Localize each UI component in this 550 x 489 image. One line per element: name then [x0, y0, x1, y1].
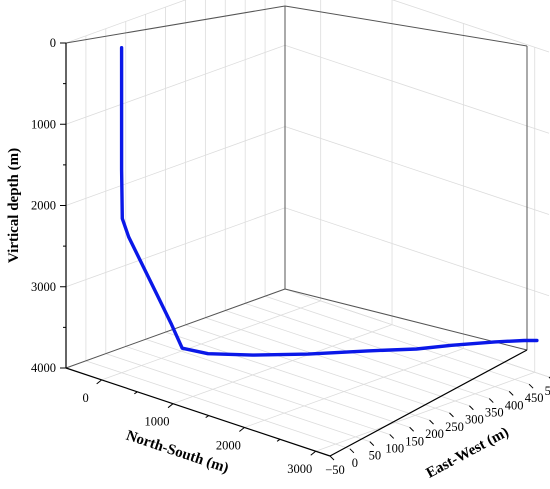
z-tick-label: 0 — [50, 36, 56, 50]
z-tick-label: 4000 — [31, 361, 56, 375]
x-tick-mark — [205, 415, 209, 418]
y-tick-label: 450 — [525, 391, 544, 405]
y-tick-mark — [449, 412, 454, 418]
y-axis-line — [329, 349, 528, 457]
floor-grid-ew — [225, 310, 490, 399]
y-tick-label: 250 — [445, 420, 464, 434]
chart-panes — [66, 6, 527, 456]
frame-edge — [284, 288, 528, 351]
floor-grid-ew — [245, 302, 510, 392]
floor-grid-ns — [244, 348, 464, 428]
y-tick-mark — [469, 405, 474, 411]
frame-edge — [65, 5, 286, 44]
x-tick-mark — [167, 403, 174, 409]
x-tick-label: 0 — [83, 391, 89, 405]
y-tick-label: 0 — [352, 456, 358, 470]
y-tick-mark — [508, 391, 514, 396]
x-tick-label: 2000 — [216, 438, 241, 452]
frame-edge — [284, 5, 528, 47]
y-tick-label: 200 — [425, 427, 444, 441]
y-tick-mark — [429, 419, 434, 425]
frame-edge — [65, 288, 286, 369]
floor-grid-ew — [125, 346, 390, 435]
y-tick-label: 300 — [465, 413, 484, 427]
floor-grid-ew — [165, 331, 430, 421]
series-line-0 — [119, 46, 539, 357]
y-tick-label: 150 — [405, 434, 424, 448]
floor-grid-ew — [205, 317, 470, 407]
y-tick-mark — [528, 383, 534, 389]
floor-grid-ew — [85, 360, 351, 450]
floor-grid-ns — [172, 324, 393, 405]
y-tick-label: 400 — [505, 398, 524, 412]
back-right-pane — [285, 6, 527, 350]
x-tick-label: 1000 — [145, 415, 170, 429]
floor-grid-ew — [264, 295, 530, 385]
floor-grid-ns — [101, 300, 321, 381]
y-tick-mark — [329, 455, 335, 461]
series-layer — [119, 46, 539, 357]
y-tick-label: 50 — [369, 449, 382, 463]
axis-ticks: 0 1000 2000 3000 4000 0 1000 2000 3000 −50 0 501001… — [31, 36, 550, 477]
y-tick-mark — [369, 441, 375, 446]
y-tick-mark — [349, 448, 355, 454]
x-tick-mark — [239, 427, 245, 432]
x-tick-mark — [96, 379, 102, 385]
y-tick-label: −50 — [325, 463, 345, 477]
x-tick-label: 3000 — [287, 462, 312, 476]
floor-grid-ns — [315, 371, 535, 452]
y-tick-label: 500 — [545, 384, 550, 398]
x-axis-line — [65, 367, 331, 457]
y-tick-mark — [409, 426, 414, 432]
y-tick-label: 100 — [385, 441, 404, 455]
floor-pane — [66, 289, 527, 456]
x-axis-title: North-South (m) — [124, 428, 231, 477]
wall-grid-depth — [65, 0, 550, 53]
x-tick-mark — [134, 391, 138, 395]
x-tick-mark — [276, 438, 281, 442]
z-axis-title: Virtical depth (m) — [6, 148, 22, 263]
z-tick-label: 1000 — [31, 117, 56, 131]
floor-grid-ew — [105, 353, 370, 443]
y-tick-mark — [488, 398, 494, 403]
floor-grid-ew — [145, 338, 410, 428]
y-tick-label: 350 — [485, 406, 504, 420]
x-tick-mark — [310, 450, 317, 456]
y-tick-mark — [389, 434, 395, 439]
z-tick-label: 2000 — [31, 199, 56, 213]
z-tick-label: 3000 — [31, 280, 56, 294]
floor-grid-ew — [185, 324, 450, 414]
